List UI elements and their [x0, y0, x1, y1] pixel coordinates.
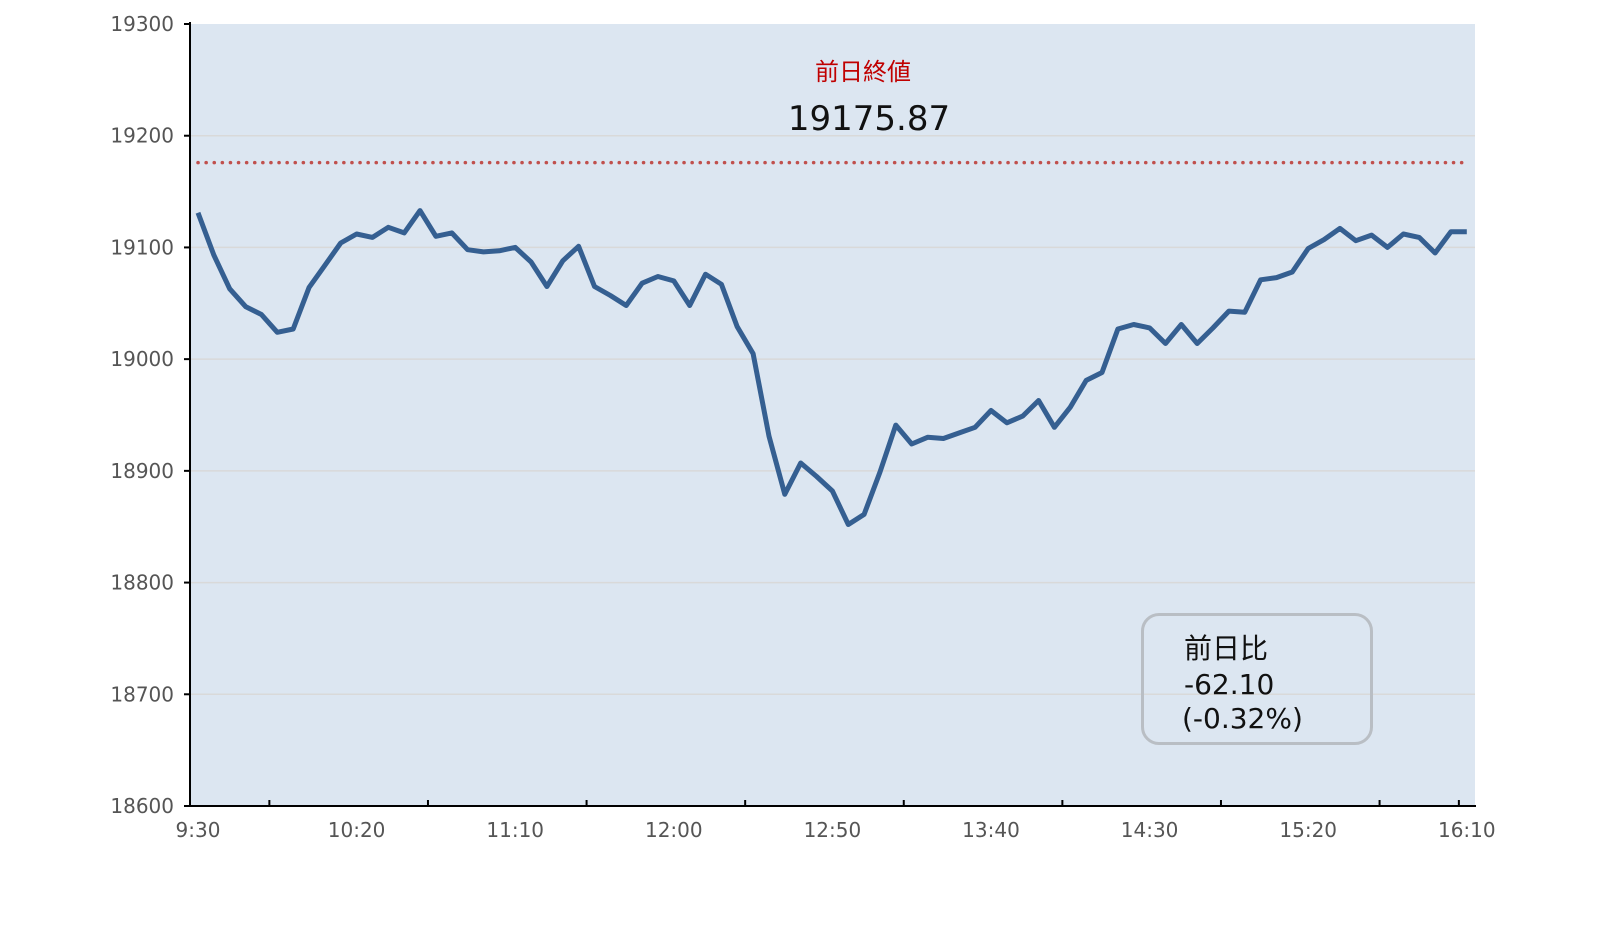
y-axis-ticks: 19300 19200 19100 19000 18900 18800 18700 18600 — [110, 12, 190, 818]
y-tick-label: 18600 — [110, 794, 174, 818]
y-tick-label: 19200 — [110, 124, 174, 148]
gridlines — [190, 134, 1475, 696]
y-tick-label: 18900 — [110, 459, 174, 483]
x-tick-label: 12:00 — [645, 818, 703, 842]
x-tick-label: 10:20 — [328, 818, 386, 842]
x-tick-label: 11:10 — [486, 818, 544, 842]
plot-background — [190, 24, 1475, 806]
y-tick-label: 19000 — [110, 347, 174, 371]
y-tick-label: 18700 — [110, 682, 174, 706]
change-value: -62.10 — [1184, 668, 1275, 701]
x-tick-label: 15:20 — [1279, 818, 1337, 842]
x-tick-label: 16:10 — [1438, 818, 1496, 842]
change-label: 前日比 — [1184, 632, 1269, 665]
x-tick-label: 9:30 — [176, 818, 221, 842]
previous-close-label: 前日終値 — [815, 58, 911, 86]
x-axis-ticks: 9:30 10:20 11:10 12:00 12:50 13:40 14:30 15:20 1… — [176, 800, 1496, 842]
series-points — [197, 210, 1467, 525]
previous-close-value: 19175.87 — [788, 99, 950, 139]
change-percent: (-0.32%) — [1182, 702, 1303, 735]
x-tick-label: 13:40 — [962, 818, 1020, 842]
x-tick-label: 14:30 — [1121, 818, 1179, 842]
y-tick-label: 19100 — [110, 235, 174, 259]
x-tick-label: 12:50 — [804, 818, 862, 842]
change-box: 前日比 -62.10 (-0.32%) — [1141, 613, 1373, 745]
y-tick-label: 19300 — [110, 12, 174, 36]
y-tick-label: 18800 — [110, 571, 174, 595]
